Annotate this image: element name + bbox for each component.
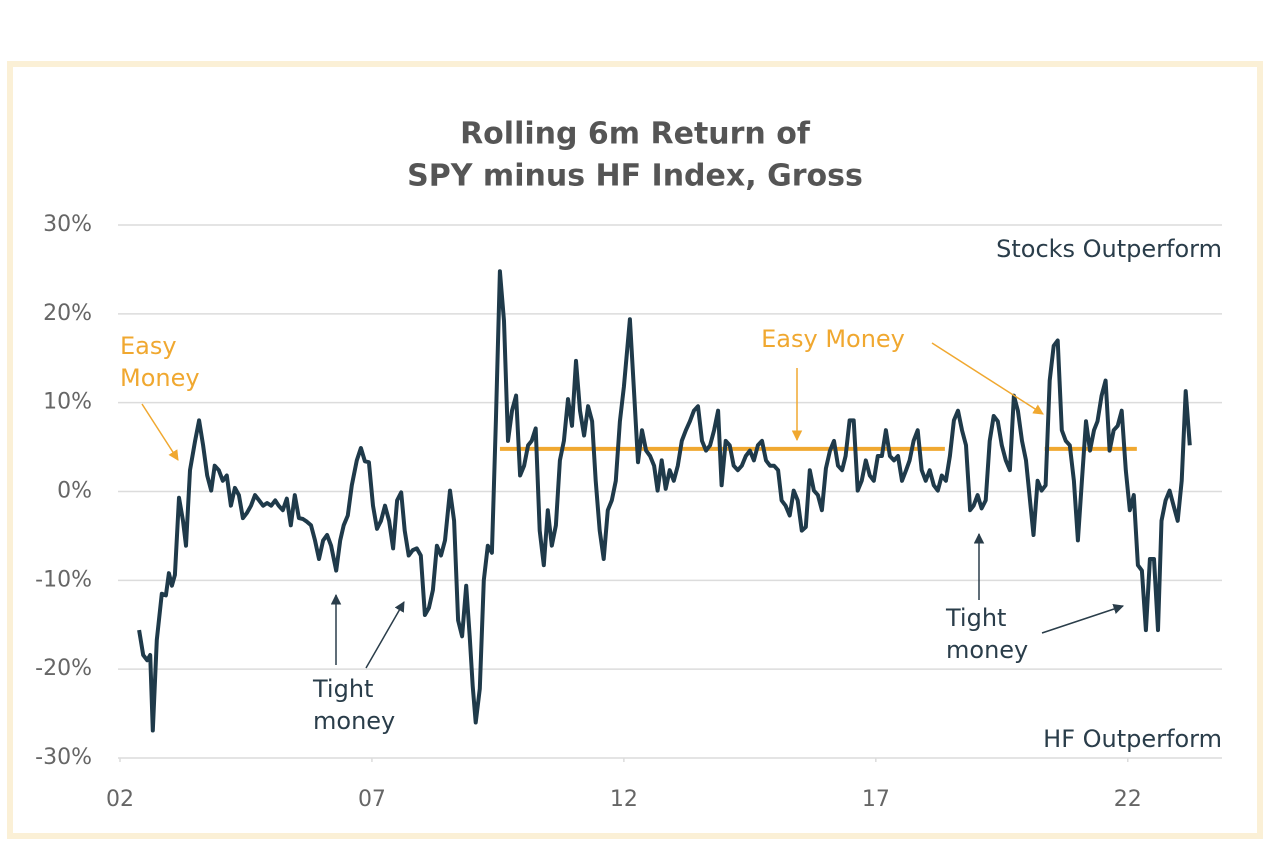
x-tick-label: 12 <box>610 787 638 812</box>
data-line <box>137 269 1192 733</box>
chart-title: SPY minus HF Index, Gross <box>407 159 863 194</box>
annotation: Tight <box>312 675 373 703</box>
x-tick-label: 17 <box>862 787 890 812</box>
y-tick-label: -10% <box>35 567 92 592</box>
annotation: Easy <box>120 332 177 360</box>
annotation-arrow <box>1041 604 1124 634</box>
y-tick-label: -20% <box>35 656 92 681</box>
y-tick-label: 30% <box>43 212 92 237</box>
annotation: Money <box>120 364 200 392</box>
annotation: money <box>946 636 1028 664</box>
annotation-arrow <box>141 403 179 461</box>
y-tick-label: 20% <box>43 301 92 326</box>
annotation-arrow <box>931 342 1044 415</box>
annotation: HF Outperform <box>1043 725 1222 753</box>
annotation: Easy Money <box>761 325 905 353</box>
x-tick-label: 02 <box>106 787 134 812</box>
annotation-arrow <box>365 601 405 669</box>
y-tick-label: 10% <box>43 390 92 415</box>
x-tick-label: 07 <box>358 787 386 812</box>
x-tick-label: 22 <box>1114 787 1142 812</box>
annotation: money <box>313 707 395 735</box>
y-tick-label: -30% <box>35 745 92 770</box>
y-tick-label: 0% <box>57 479 92 504</box>
chart-title: Rolling 6m Return of <box>460 117 811 152</box>
annotation: Stocks Outperform <box>996 235 1222 263</box>
annotation: Tight <box>945 604 1006 632</box>
